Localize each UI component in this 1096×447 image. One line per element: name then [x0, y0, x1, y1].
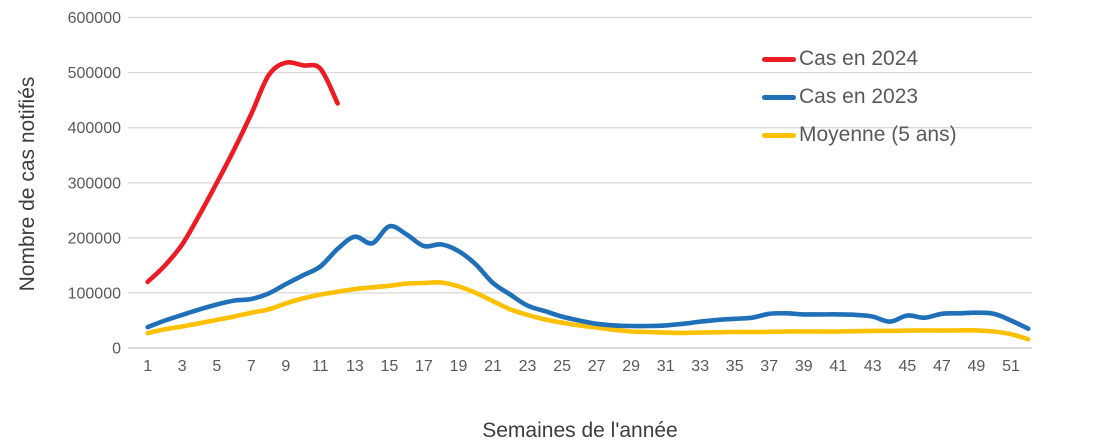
x-tick-label: 5	[212, 358, 221, 375]
x-tick-label: 29	[622, 358, 640, 375]
y-tick-label: 600000	[68, 10, 121, 27]
y-tick-label: 400000	[68, 120, 121, 137]
series-line-cas-en-2024	[145, 60, 340, 285]
legend-item-cas-2023: Cas en 2023	[762, 78, 957, 116]
legend: Cas en 2024 Cas en 2023 Moyenne (5 ans)	[762, 40, 957, 154]
x-tick-label: 19	[450, 358, 468, 375]
legend-label-moyenne-5-ans: Moyenne (5 ans)	[799, 123, 957, 146]
legend-swatch-moyenne-5-ans	[762, 132, 796, 138]
x-tick-label: 51	[1002, 358, 1020, 375]
x-tick-label: 37	[760, 358, 778, 375]
series-line-moyenne-5-ans	[145, 279, 1031, 342]
y-tick-label: 200000	[68, 230, 121, 247]
legend-item-moyenne-5-ans: Moyenne (5 ans)	[762, 116, 957, 154]
y-axis-title: Nombre de cas notifiés	[16, 76, 39, 292]
x-tick-label: 17	[415, 358, 433, 375]
x-tick-label: 39	[795, 358, 813, 375]
x-tick-label: 23	[519, 358, 537, 375]
x-tick-label: 1	[143, 358, 152, 375]
legend-swatch-cas-2024	[762, 56, 796, 62]
legend-swatch-cas-2023	[762, 94, 796, 100]
x-tick-label: 27	[588, 358, 606, 375]
x-tick-label: 35	[726, 358, 744, 375]
x-tick-label: 11	[312, 358, 329, 375]
x-tick-label: 15	[381, 358, 399, 375]
y-tick-label: 100000	[68, 285, 121, 302]
x-tick-label: 13	[346, 358, 364, 375]
x-tick-label: 9	[281, 358, 290, 375]
x-tick-label: 49	[968, 358, 986, 375]
x-tick-label: 7	[247, 358, 256, 375]
x-tick-label: 43	[864, 358, 882, 375]
x-tick-label: 3	[178, 358, 187, 375]
legend-label-cas-2023: Cas en 2023	[799, 85, 919, 108]
x-tick-label: 41	[829, 358, 847, 375]
x-tick-label: 33	[691, 358, 709, 375]
x-axis-title: Semaines de l'année	[482, 419, 678, 442]
series-line-cas-en-2023	[145, 223, 1031, 331]
y-tick-label: 300000	[68, 175, 121, 192]
x-tick-label: 45	[899, 358, 917, 375]
x-tick-label: 31	[657, 358, 675, 375]
x-tick-label: 21	[484, 358, 502, 375]
y-tick-label: 500000	[68, 65, 121, 82]
legend-item-cas-2024: Cas en 2024	[762, 40, 957, 78]
x-tick-label: 25	[553, 358, 571, 375]
x-tick-label: 47	[933, 358, 951, 375]
legend-label-cas-2024: Cas en 2024	[799, 47, 919, 70]
y-tick-label: 0	[112, 341, 121, 358]
